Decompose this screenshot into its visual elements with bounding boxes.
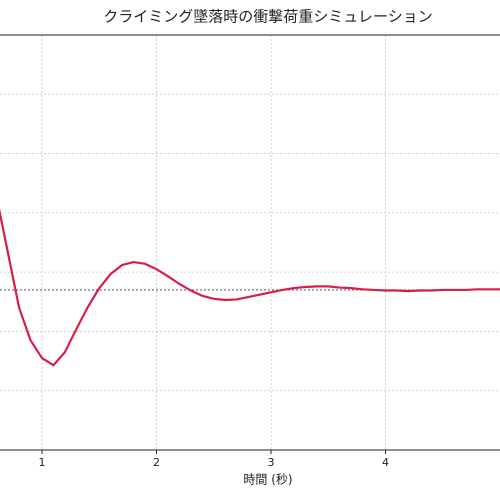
x-tick-label: 3 xyxy=(268,456,275,469)
x-tick-label: 4 xyxy=(382,456,389,469)
chart-title: クライミング墜落時の衝撃荷重シミュレーション xyxy=(103,8,432,26)
x-tick-label: 1 xyxy=(39,456,46,469)
x-tick-label: 2 xyxy=(153,456,160,469)
x-axis-label: 時間 (秒) xyxy=(243,473,292,487)
data-line xyxy=(0,208,500,367)
